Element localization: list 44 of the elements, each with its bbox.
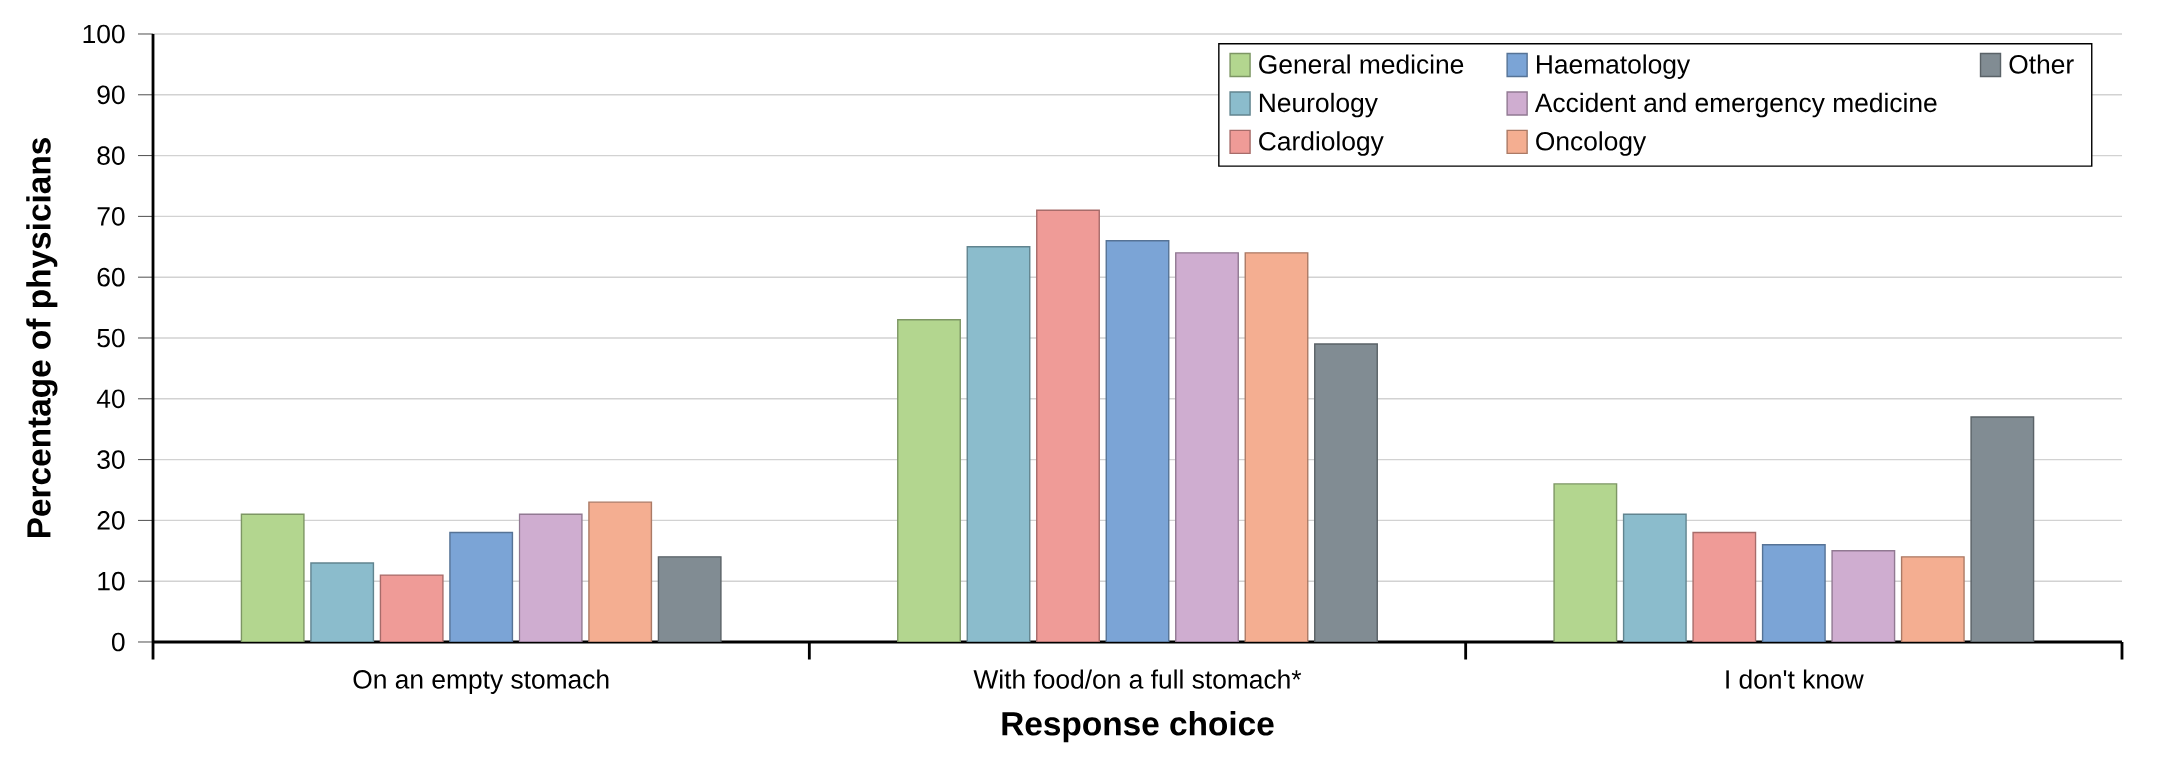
bar [379,574,444,642]
bar [1105,240,1170,642]
bar [518,513,583,642]
y-tick-label: 30 [97,450,125,469]
bar [1622,513,1687,642]
y-tick-label: 80 [97,146,125,165]
bar [1244,252,1309,642]
bar [1970,416,2035,642]
bar [1553,483,1618,642]
bar [657,556,722,642]
bar [1761,544,1826,642]
y-tick-label: 20 [97,511,125,530]
bar [1175,252,1239,642]
bar [1900,556,1965,642]
y-tick-label: 90 [97,85,125,105]
y-tick-label: 0 [111,632,125,652]
bar [1314,343,1378,642]
legend-label: Cardiology [1259,131,1384,156]
y-tick-label: 100 [83,24,125,44]
x-tick-label: I don't know [1726,669,1864,689]
y-tick-label: 50 [97,328,125,348]
legend-label: Haematology [1537,54,1691,79]
bar [449,531,514,642]
x-tick-label: On an empty stomach [353,669,609,694]
bar [966,246,1031,642]
x-tick-label: With food/on a full stomach* [973,669,1302,689]
y-tick-label: 10 [98,571,125,591]
legend-label: Oncology [1536,131,1647,156]
bar [1036,209,1100,642]
y-tick-label: 60 [97,267,125,287]
bar [1831,550,1896,642]
legend-label: Accident and emergency medicine [1534,92,1937,118]
y-tick-label: 40 [96,389,125,409]
x-axis-title: Response choice [1002,711,1274,743]
bar [1692,531,1757,642]
bar [310,562,375,642]
bar [897,319,961,642]
legend-label: Other [2009,54,2074,74]
legend-label: General medicine [1259,54,1464,74]
legend-label: Neurology [1259,92,1378,118]
y-axis-title: Percentage of physicians [26,138,58,538]
bar [240,513,305,642]
y-tick-label: 70 [97,207,125,226]
bar [588,501,653,642]
